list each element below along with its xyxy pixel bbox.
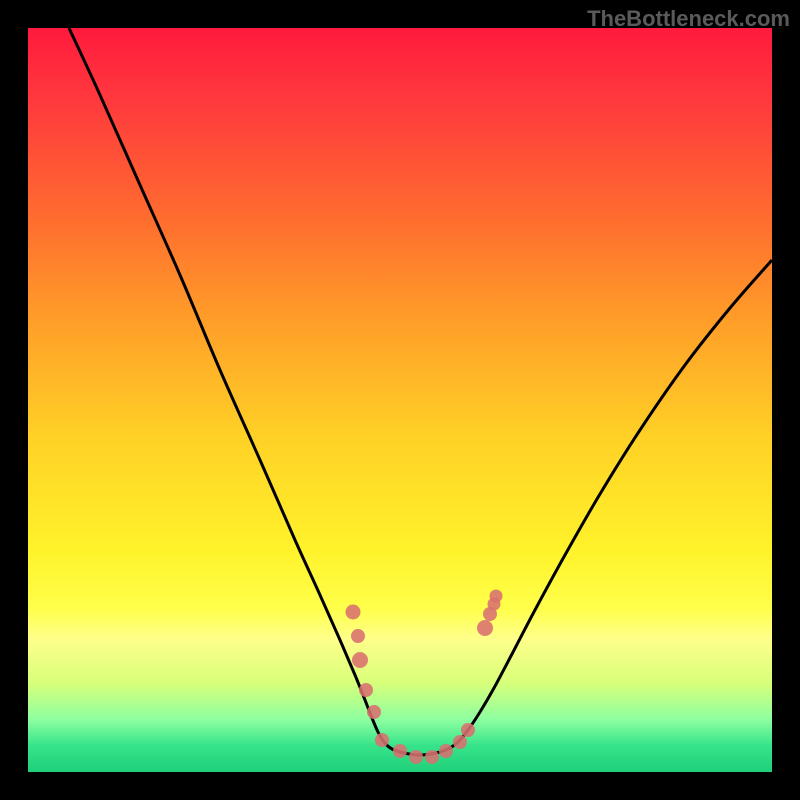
chart-svg <box>0 0 800 800</box>
data-marker <box>393 744 407 758</box>
data-marker <box>425 750 439 764</box>
data-marker <box>375 733 389 747</box>
data-marker <box>351 629 365 643</box>
data-marker <box>453 735 467 749</box>
data-marker <box>409 750 423 764</box>
data-marker <box>346 605 361 620</box>
data-marker <box>352 652 368 668</box>
data-marker <box>477 620 493 636</box>
data-marker <box>367 705 381 719</box>
data-marker <box>461 723 475 737</box>
chart-container: TheBottleneck.com <box>0 0 800 800</box>
data-marker <box>439 744 453 758</box>
data-marker <box>490 590 503 603</box>
data-marker <box>359 683 373 697</box>
watermark-text: TheBottleneck.com <box>587 6 790 32</box>
